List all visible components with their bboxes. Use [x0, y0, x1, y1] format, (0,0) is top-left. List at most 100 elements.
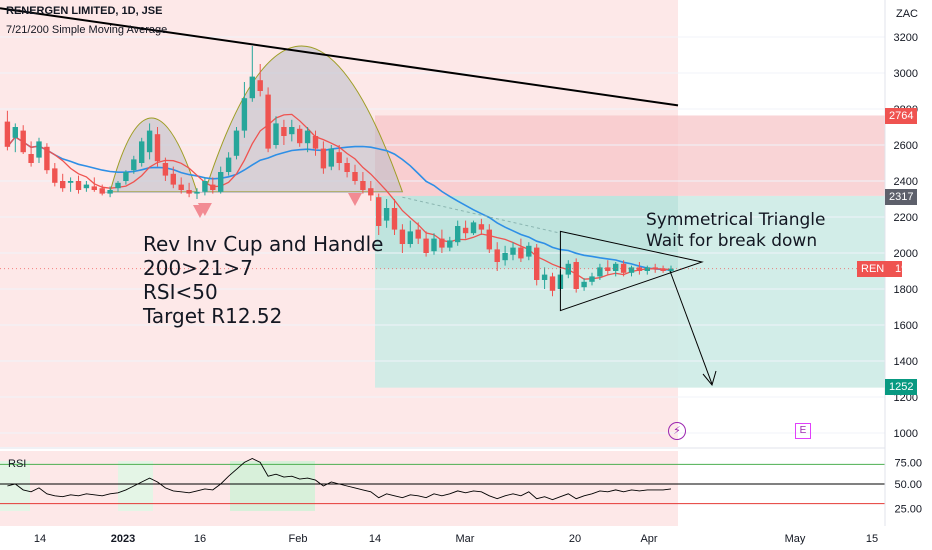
candle-body — [597, 267, 603, 277]
candle-body — [241, 98, 248, 131]
candle-body — [518, 247, 524, 259]
candle-body — [281, 127, 287, 136]
candle-body — [36, 141, 42, 158]
rsi-highlight — [0, 451, 678, 526]
candle-body — [336, 152, 342, 163]
candle-body — [67, 181, 74, 183]
triangle-annotation: Symmetrical Triangle Wait for break down — [646, 210, 825, 252]
candle-body — [328, 148, 334, 167]
candle-body — [99, 188, 105, 194]
candle-body — [541, 274, 548, 280]
candle-body — [573, 262, 579, 289]
candle-body — [202, 181, 208, 192]
dividend-marker[interactable]: ⚡ — [668, 422, 686, 440]
candle-body — [289, 127, 295, 135]
time-tick-label: 20 — [569, 533, 581, 545]
setup-line: Rev Inv Cup and Handle — [143, 232, 384, 256]
sma200-line — [0, 7, 679, 107]
candle-body — [52, 168, 58, 183]
candle-body — [486, 229, 492, 250]
candle-body — [470, 222, 477, 234]
candle-body — [186, 190, 192, 194]
currency-label: ZAC — [896, 8, 918, 20]
candle-body — [431, 238, 437, 252]
candle-body — [107, 190, 113, 194]
candle-body — [115, 182, 121, 189]
risk-zone — [375, 115, 885, 196]
rsi-overbought-band — [0, 461, 30, 511]
candle-body — [210, 184, 216, 190]
candle-body — [391, 208, 398, 230]
price-tick-label: 3200 — [894, 32, 918, 44]
pivot-marker — [193, 205, 207, 218]
candle-body — [28, 154, 34, 163]
price-tick-label: 3000 — [894, 68, 918, 80]
candle-body — [534, 247, 540, 280]
candle-body — [581, 281, 587, 288]
candle-body — [668, 268, 674, 271]
time-tick-label: 15 — [866, 533, 878, 545]
candle-body — [652, 267, 658, 270]
price-tick-label: 1000 — [894, 428, 918, 440]
candle-body — [83, 184, 90, 189]
price-tick-label: 2000 — [894, 248, 918, 260]
price-tick-label: 2400 — [894, 176, 918, 188]
candle-body — [162, 163, 169, 176]
price-tick-label: 1800 — [894, 284, 918, 296]
handle-shape — [109, 117, 198, 193]
candle-body — [44, 146, 50, 171]
stop-price-tag: 2764 — [885, 108, 918, 124]
rsi-overbought-band — [230, 461, 315, 511]
candle-body — [233, 130, 240, 156]
candle-body — [613, 263, 619, 271]
candle-body — [360, 181, 366, 190]
candle-body — [320, 148, 327, 169]
candle-body — [423, 238, 429, 253]
candle-body — [225, 157, 232, 172]
entry-price-tag: 2317 — [885, 189, 918, 205]
candle-body — [154, 134, 161, 162]
candle-body — [344, 163, 350, 172]
candle-body — [447, 240, 453, 248]
time-tick-label: 14 — [34, 533, 46, 545]
rsi-line — [7, 457, 672, 501]
time-tick-label: Apr — [640, 533, 657, 545]
pivot-marker — [348, 193, 362, 206]
candle-body — [12, 127, 18, 138]
earnings-marker[interactable]: E — [795, 423, 811, 439]
last-price-tag: REN 1913 — [857, 261, 919, 277]
rsi-label: RSI — [8, 458, 27, 470]
breakdown-arrow — [669, 270, 713, 385]
candle-body — [383, 208, 390, 221]
chart-title: RENERGEN LIMITED, 1D, JSE — [6, 5, 163, 17]
arrow-head — [702, 370, 717, 387]
price-tick-label: 1200 — [894, 392, 918, 404]
candle-body — [146, 130, 153, 153]
candle-body — [660, 269, 666, 271]
time-tick-label: Mar — [456, 533, 475, 545]
last-price-value: 1913 — [895, 263, 920, 275]
symmetrical-triangle — [559, 230, 704, 312]
candle-body — [257, 80, 263, 91]
candle-body — [60, 181, 66, 189]
candle-body — [91, 186, 97, 190]
candle-body — [178, 184, 184, 190]
time-tick-label: 16 — [194, 533, 206, 545]
candle-body — [265, 94, 271, 149]
candle-body — [312, 136, 319, 149]
lightning-icon: ⚡ — [673, 424, 681, 437]
symbol-label: REN — [861, 263, 885, 275]
neckline — [102, 191, 403, 193]
candle-body — [439, 238, 445, 248]
candle-body — [549, 276, 556, 291]
candle-body — [478, 224, 485, 230]
candle-body — [139, 141, 145, 163]
candle-body — [20, 130, 26, 153]
time-tick-label: 2023 — [111, 533, 135, 545]
candle-body — [297, 128, 303, 144]
candle-body — [352, 172, 358, 181]
time-tick-label: Feb — [289, 533, 308, 545]
rsi-tick-label: 25.00 — [894, 504, 922, 516]
price-tick-label: 2600 — [894, 140, 918, 152]
